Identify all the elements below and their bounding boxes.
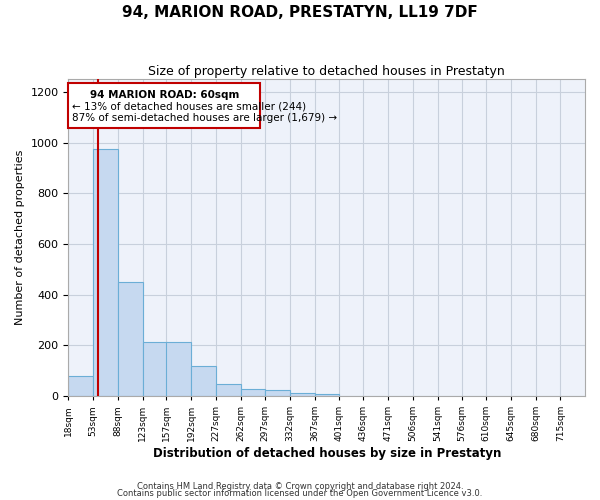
Bar [241, 389, 265, 396]
Bar [68, 84, 260, 128]
X-axis label: Distribution of detached houses by size in Prestatyn: Distribution of detached houses by size … [152, 447, 501, 460]
Bar [143, 342, 167, 396]
Y-axis label: Number of detached properties: Number of detached properties [15, 150, 25, 326]
Bar [290, 393, 315, 396]
Bar [93, 149, 118, 396]
Bar [265, 390, 290, 396]
Bar [191, 366, 216, 396]
Text: 87% of semi-detached houses are larger (1,679) →: 87% of semi-detached houses are larger (… [72, 113, 337, 123]
Bar [68, 376, 93, 396]
Bar [118, 282, 143, 396]
Title: Size of property relative to detached houses in Prestatyn: Size of property relative to detached ho… [148, 65, 505, 78]
Text: 94, MARION ROAD, PRESTATYN, LL19 7DF: 94, MARION ROAD, PRESTATYN, LL19 7DF [122, 5, 478, 20]
Bar [315, 394, 340, 396]
Text: ← 13% of detached houses are smaller (244): ← 13% of detached houses are smaller (24… [72, 102, 306, 112]
Bar [166, 342, 191, 396]
Text: Contains HM Land Registry data © Crown copyright and database right 2024.: Contains HM Land Registry data © Crown c… [137, 482, 463, 491]
Bar [216, 384, 241, 396]
Text: 94 MARION ROAD: 60sqm: 94 MARION ROAD: 60sqm [89, 90, 239, 100]
Text: Contains public sector information licensed under the Open Government Licence v3: Contains public sector information licen… [118, 490, 482, 498]
